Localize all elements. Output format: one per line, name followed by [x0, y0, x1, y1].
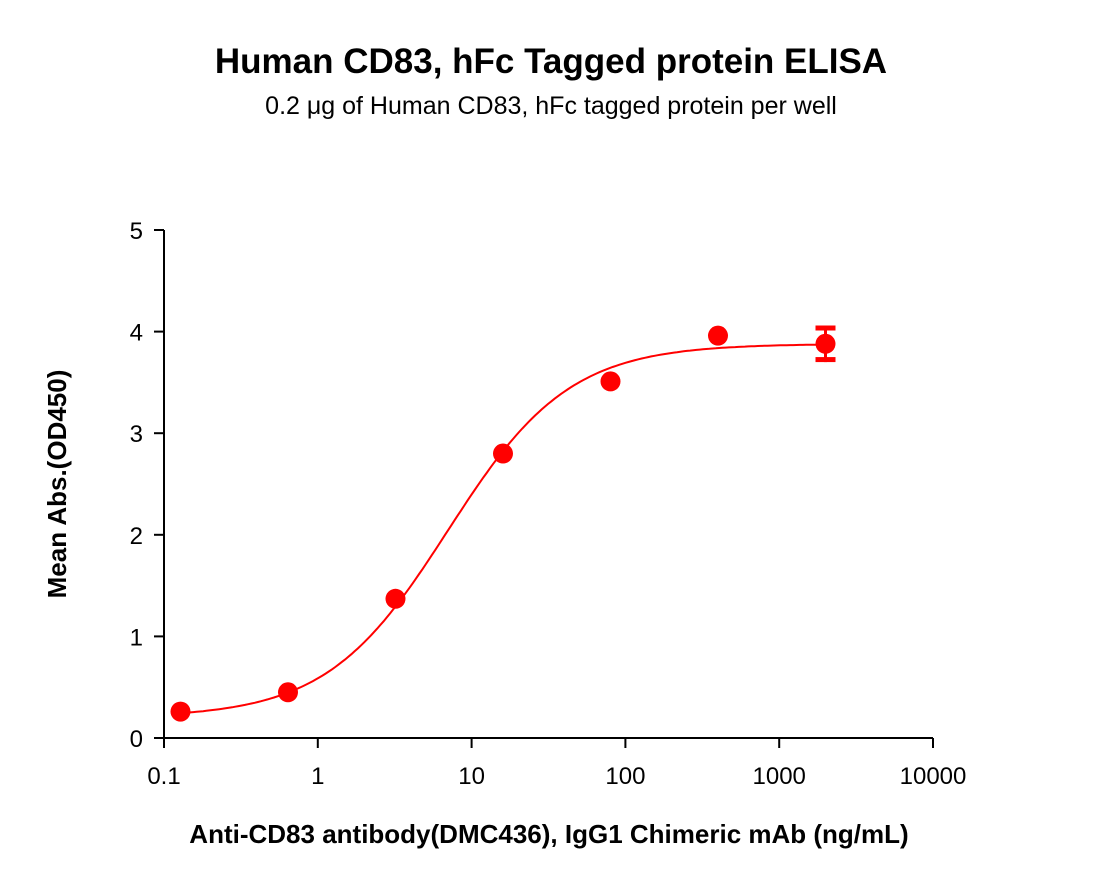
data-point [707, 325, 728, 346]
data-point [385, 588, 406, 609]
y-tick-label: 2 [130, 523, 143, 550]
data-point [492, 443, 513, 464]
data-point [170, 701, 191, 722]
x-tick-label: 1 [311, 763, 324, 790]
x-tick-label: 1000 [753, 763, 806, 790]
x-tick-label: 10 [458, 763, 485, 790]
x-tick-label: 100 [605, 763, 645, 790]
data-point [815, 333, 836, 354]
y-axis-label: Mean Abs.(OD450) [42, 370, 72, 599]
fit-curve [180, 343, 826, 715]
x-axis-label: Anti-CD83 antibody(DMC436), IgG1 Chimeri… [189, 819, 908, 849]
data-point [600, 371, 621, 392]
chart-subtitle: 0.2 μg of Human CD83, hFc tagged protein… [265, 92, 837, 120]
x-tick-label: 0.1 [147, 763, 180, 790]
chart-title: Human CD83, hFc Tagged protein ELISA [215, 42, 887, 81]
y-tick-label: 3 [130, 421, 143, 448]
x-tick-label: 10000 [900, 763, 967, 790]
error-bar-cap [815, 357, 836, 363]
y-tick-label: 5 [130, 218, 143, 245]
y-tick-label: 4 [130, 320, 143, 347]
y-tick-label: 1 [130, 624, 143, 651]
data-point [277, 682, 298, 703]
y-tick-label: 0 [130, 726, 143, 753]
error-bar-cap [815, 325, 836, 331]
